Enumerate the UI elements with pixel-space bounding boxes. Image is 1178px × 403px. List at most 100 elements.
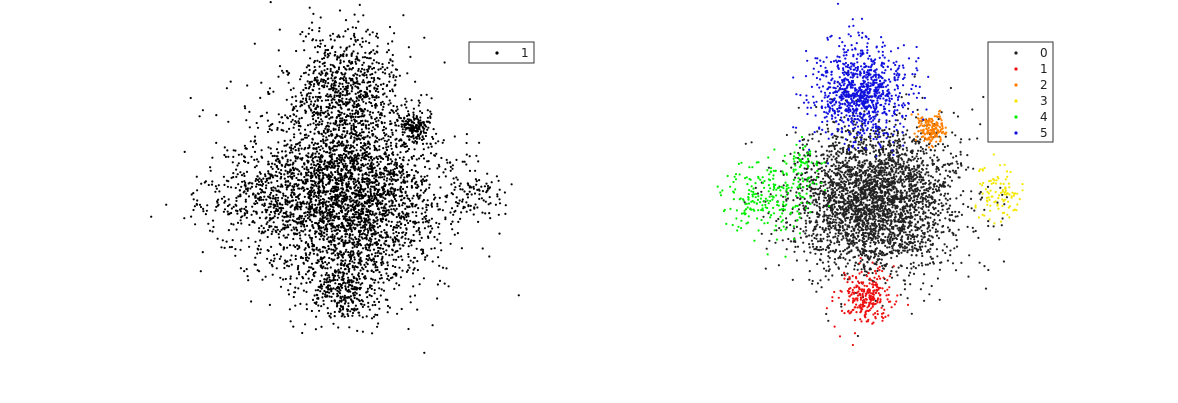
scatter-point bbox=[284, 277, 287, 281]
scatter-point bbox=[364, 171, 367, 174]
scatter-point bbox=[364, 244, 367, 247]
scatter-point bbox=[292, 215, 295, 218]
scatter-point bbox=[303, 102, 306, 105]
scatter-point bbox=[358, 294, 361, 297]
scatter-point bbox=[381, 260, 384, 263]
scatter-point bbox=[345, 53, 348, 56]
scatter-point bbox=[357, 261, 360, 264]
scatter-point bbox=[367, 254, 370, 257]
scatter-point bbox=[333, 210, 336, 213]
scatter-point bbox=[403, 116, 406, 119]
scatter-point bbox=[366, 231, 370, 234]
scatter-point bbox=[344, 250, 347, 253]
scatter-point bbox=[381, 255, 384, 258]
scatter-point bbox=[453, 210, 456, 213]
scatter-point bbox=[354, 227, 357, 230]
scatter-point bbox=[361, 137, 364, 140]
scatter-point bbox=[367, 195, 370, 199]
scatter-point bbox=[343, 148, 346, 151]
scatter-point bbox=[296, 244, 299, 247]
scatter-point bbox=[347, 263, 350, 266]
scatter-point bbox=[308, 144, 311, 147]
scatter-point bbox=[478, 141, 481, 144]
scatter-point bbox=[461, 160, 464, 163]
scatter-point bbox=[383, 214, 387, 218]
scatter-point bbox=[290, 188, 293, 191]
scatter-point bbox=[357, 173, 360, 176]
scatter-point bbox=[359, 229, 362, 232]
scatter-point bbox=[370, 161, 373, 164]
scatter-point bbox=[220, 246, 223, 249]
scatter-point bbox=[318, 87, 321, 90]
scatter-point bbox=[320, 235, 323, 238]
scatter-point bbox=[318, 203, 321, 206]
scatter-point bbox=[449, 161, 452, 164]
scatter-point bbox=[413, 256, 416, 259]
scatter-point bbox=[327, 99, 330, 102]
scatter-point bbox=[344, 233, 347, 236]
scatter-point bbox=[370, 166, 373, 169]
scatter-point bbox=[384, 236, 387, 239]
scatter-point bbox=[311, 224, 314, 227]
scatter-point bbox=[306, 213, 309, 217]
scatter-plot-right bbox=[716, 2, 1024, 347]
scatter-point bbox=[497, 213, 500, 216]
scatter-point bbox=[351, 311, 355, 315]
scatter-point bbox=[342, 55, 345, 58]
scatter-point bbox=[267, 172, 270, 175]
scatter-point bbox=[316, 113, 319, 116]
scatter-point bbox=[346, 171, 350, 174]
scatter-point bbox=[368, 52, 371, 55]
scatter-point bbox=[353, 169, 356, 172]
scatter-point bbox=[258, 230, 261, 233]
scatter-point bbox=[426, 116, 429, 119]
scatter-point bbox=[307, 152, 310, 155]
scatter-point bbox=[232, 172, 235, 175]
scatter-point bbox=[318, 163, 321, 166]
scatter-point bbox=[299, 234, 302, 237]
scatter-point bbox=[189, 96, 192, 100]
scatter-point bbox=[356, 179, 359, 182]
scatter-point bbox=[243, 270, 246, 273]
scatter-point bbox=[353, 223, 356, 226]
scatter-point bbox=[356, 252, 359, 255]
scatter-point bbox=[321, 212, 324, 215]
scatter-point bbox=[315, 184, 318, 187]
scatter-point bbox=[370, 295, 373, 298]
scatter-point bbox=[309, 210, 312, 213]
scatter-point bbox=[305, 178, 308, 181]
scatter-point bbox=[449, 242, 452, 245]
scatter-point bbox=[269, 175, 272, 178]
scatter-point bbox=[390, 71, 393, 74]
scatter-point bbox=[362, 14, 365, 17]
scatter-point bbox=[401, 143, 404, 146]
scatter-point bbox=[400, 166, 404, 169]
scatter-point bbox=[328, 295, 331, 298]
scatter-point bbox=[407, 245, 410, 248]
scatter-point bbox=[344, 209, 347, 212]
scatter-point bbox=[330, 211, 333, 214]
scatter-point bbox=[384, 127, 388, 130]
scatter-point bbox=[406, 72, 409, 75]
scatter-point bbox=[375, 173, 378, 177]
scatter-point bbox=[226, 185, 229, 188]
scatter-point bbox=[399, 151, 402, 154]
scatter-point bbox=[324, 127, 327, 130]
scatter-point bbox=[311, 190, 314, 193]
scatter-point bbox=[372, 59, 375, 62]
scatter-point bbox=[293, 107, 296, 110]
scatter-point bbox=[375, 260, 378, 264]
scatter-point bbox=[278, 28, 281, 31]
scatter-point bbox=[289, 320, 292, 323]
scatter-point bbox=[478, 193, 481, 196]
scatter-point bbox=[380, 122, 384, 125]
scatter-point bbox=[246, 275, 249, 278]
scatter-point bbox=[387, 61, 391, 64]
scatter-point bbox=[370, 226, 373, 229]
scatter-point bbox=[329, 70, 332, 73]
scatter-point bbox=[412, 134, 415, 137]
scatter-point bbox=[314, 289, 317, 292]
scatter-point bbox=[387, 103, 390, 106]
scatter-point bbox=[449, 165, 452, 168]
scatter-point bbox=[325, 230, 329, 233]
